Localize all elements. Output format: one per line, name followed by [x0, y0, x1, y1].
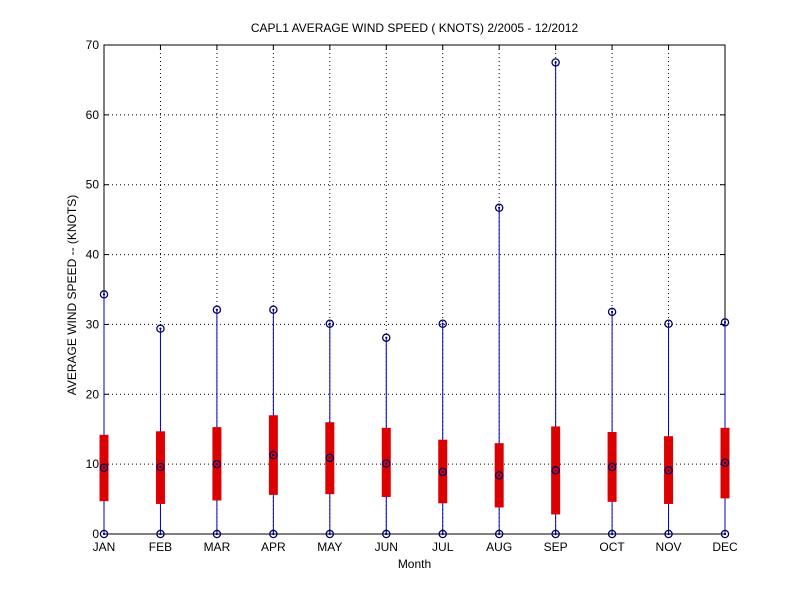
median-marker-dec	[720, 458, 730, 467]
median-marker-dot-dec	[723, 461, 727, 464]
max-marker-dot-nov	[667, 322, 670, 325]
x-tick-label: OCT	[599, 540, 625, 554]
min-marker-nov	[664, 529, 673, 539]
x-tick-label: FEB	[149, 540, 172, 554]
x-tick-label: MAY	[317, 540, 342, 554]
median-marker-dot-may	[328, 456, 331, 459]
max-marker-dot-feb	[159, 327, 162, 330]
min-marker-dot-aug	[498, 532, 501, 536]
y-tick-label: 30	[86, 317, 100, 331]
median-marker-may	[325, 453, 335, 463]
x-tick-label: AUG	[486, 540, 512, 554]
min-marker-mar	[212, 529, 222, 539]
max-marker-oct	[607, 307, 617, 317]
min-marker-dot-jul	[441, 532, 444, 536]
median-marker-dot-aug	[498, 474, 501, 477]
max-marker-mar	[212, 305, 222, 315]
median-marker-aug	[494, 471, 504, 480]
max-marker-feb	[156, 324, 165, 333]
max-marker-apr	[269, 305, 278, 315]
x-tick-label: NOV	[656, 540, 682, 554]
median-marker-jan	[99, 463, 109, 472]
median-marker-dot-sep	[554, 469, 557, 472]
min-marker-dec	[720, 529, 730, 539]
x-tick-label: SEP	[544, 540, 568, 554]
median-marker-dot-oct	[610, 465, 614, 469]
min-marker-dot-jan	[102, 532, 106, 536]
median-marker-apr	[269, 450, 278, 460]
min-marker-oct	[607, 529, 617, 539]
max-marker-sep	[551, 58, 560, 67]
median-marker-sep	[551, 466, 560, 475]
min-marker-dot-oct	[610, 532, 614, 536]
median-marker-dot-jun	[385, 462, 388, 465]
x-tick-label: APR	[261, 540, 286, 554]
median-marker-oct	[607, 462, 617, 472]
max-marker-dot-jun	[385, 336, 388, 339]
max-marker-jun	[382, 333, 391, 342]
median-marker-dot-feb	[159, 465, 162, 469]
max-marker-dot-jan	[102, 293, 106, 296]
median-marker-dot-apr	[272, 453, 275, 457]
max-marker-dot-apr	[272, 308, 275, 311]
max-marker-nov	[664, 319, 673, 328]
median-marker-dot-mar	[215, 463, 219, 466]
min-marker-dot-feb	[159, 532, 162, 536]
x-tick-label: JUN	[375, 540, 398, 554]
max-marker-dot-aug	[498, 206, 501, 209]
max-marker-aug	[494, 203, 504, 213]
min-marker-sep	[551, 529, 560, 539]
min-marker-dot-jun	[385, 532, 388, 536]
y-tick-label: 70	[86, 38, 100, 52]
median-marker-mar	[212, 459, 222, 469]
min-marker-jul	[438, 529, 447, 539]
median-marker-jun	[382, 459, 391, 468]
x-tick-label: JAN	[93, 540, 116, 554]
min-marker-aug	[494, 529, 504, 539]
x-tick-label: JUL	[432, 540, 454, 554]
y-tick-label: 40	[86, 248, 100, 262]
plot-frame	[103, 44, 726, 535]
x-tick-label: MAR	[204, 540, 231, 554]
max-marker-jul	[438, 319, 447, 328]
chart-title: CAPL1 AVERAGE WIND SPEED ( KNOTS) 2/2005…	[250, 21, 579, 35]
median-marker-feb	[156, 462, 165, 472]
y-tick-label: 60	[86, 108, 100, 122]
y-tick-label: 50	[86, 178, 100, 192]
y-tick-label: 10	[86, 457, 100, 471]
min-marker-dot-dec	[723, 532, 727, 536]
max-marker-jan	[99, 290, 109, 299]
median-marker-dot-jul	[441, 470, 444, 473]
x-tick-label: DEC	[712, 540, 738, 554]
min-marker-jan	[99, 529, 109, 539]
median-marker-jul	[438, 467, 447, 477]
max-marker-may	[325, 319, 335, 328]
max-marker-dot-jul	[441, 322, 444, 325]
min-marker-feb	[156, 529, 165, 539]
min-marker-dot-sep	[554, 532, 557, 536]
max-marker-dot-dec	[723, 321, 727, 324]
min-marker-may	[325, 529, 335, 539]
min-marker-jun	[382, 529, 391, 539]
median-marker-dot-jan	[102, 466, 106, 469]
y-tick-label: 0	[92, 527, 99, 541]
min-marker-apr	[269, 529, 278, 539]
max-marker-dot-may	[328, 322, 331, 325]
max-marker-dec	[720, 318, 730, 327]
min-marker-dot-apr	[272, 532, 275, 536]
min-marker-dot-may	[328, 532, 331, 536]
min-marker-dot-mar	[215, 532, 219, 536]
max-marker-dot-mar	[215, 308, 219, 311]
median-marker-nov	[664, 466, 673, 475]
x-axis-label: Month	[397, 557, 432, 571]
median-marker-dot-nov	[667, 469, 670, 472]
y-tick-label: 20	[86, 387, 100, 401]
max-marker-dot-sep	[554, 61, 557, 64]
min-marker-dot-nov	[667, 532, 670, 536]
max-marker-dot-oct	[610, 310, 614, 313]
